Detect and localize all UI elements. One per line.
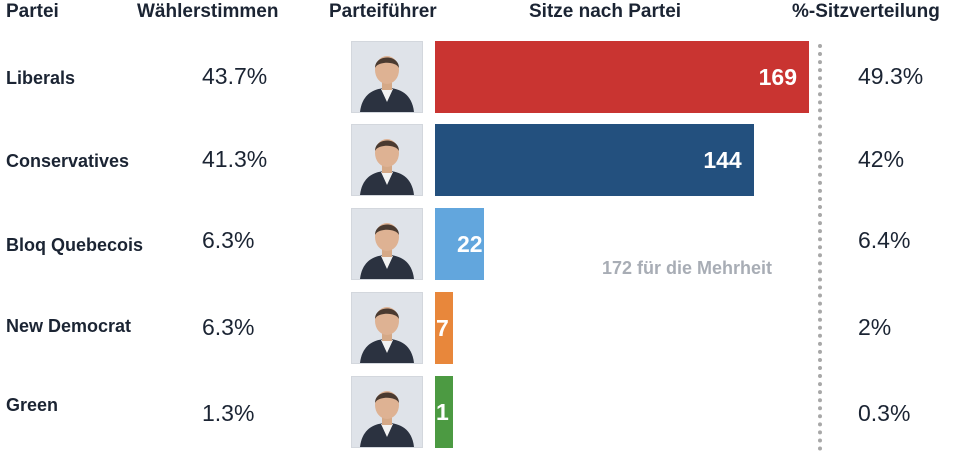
seat-share-value: 6.4% — [858, 227, 911, 253]
party-row: Green 1.3% 1 0.3% — [0, 376, 967, 451]
header-votes: Wählerstimmen — [137, 1, 279, 22]
majority-label: 172 für die Mehrheit — [602, 258, 773, 278]
seat-bar — [435, 376, 453, 448]
leader-photo — [351, 292, 423, 364]
majority-threshold-line — [818, 44, 822, 451]
party-row: Bloq Quebecois 6.3% 22 6.4% — [0, 208, 967, 284]
party-name: New Democrat — [6, 316, 132, 336]
header-seat-share: %-Sitzverteilung — [792, 1, 940, 22]
portrait-icon — [352, 209, 422, 279]
vote-share-value: 1.3% — [202, 400, 255, 426]
party-name: Conservatives — [6, 151, 130, 171]
seat-bar — [435, 41, 809, 113]
seat-count-label: 22 — [457, 231, 483, 257]
vote-share-value: 6.3% — [202, 314, 255, 340]
seat-share-value: 2% — [858, 314, 892, 340]
party-row: Conservatives 41.3% 144 42% — [0, 124, 967, 200]
header-seats: Sitze nach Partei — [529, 1, 682, 22]
seat-share-value: 42% — [858, 146, 905, 172]
party-name: Liberals — [6, 68, 76, 88]
leader-photo — [351, 208, 423, 280]
leader-photo — [351, 41, 423, 113]
party-row: New Democrat 6.3% 7 2% — [0, 292, 967, 368]
seat-count-label: 1 — [436, 399, 449, 425]
party-row: Liberals 43.7% 169 49.3% — [0, 41, 967, 117]
portrait-icon — [352, 293, 422, 363]
seat-count-label: 144 — [703, 147, 742, 173]
vote-share-value: 43.7% — [202, 63, 268, 89]
seat-share-value: 0.3% — [858, 400, 911, 426]
seat-count-label: 169 — [758, 64, 797, 90]
seat-count-label: 7 — [436, 315, 449, 341]
header-party: Partei — [6, 1, 59, 22]
seat-share-value: 49.3% — [858, 63, 924, 89]
vote-share-value: 6.3% — [202, 227, 255, 253]
vote-share-value: 41.3% — [202, 146, 268, 172]
seat-bar — [435, 208, 484, 280]
portrait-icon — [352, 377, 422, 447]
party-name: Green — [6, 395, 59, 415]
portrait-icon — [352, 125, 422, 195]
leader-photo — [351, 124, 423, 196]
party-name: Bloq Quebecois — [6, 235, 144, 255]
seat-bar — [435, 124, 754, 196]
seat-bar — [435, 292, 453, 364]
header-leader: Parteiführer — [329, 1, 437, 22]
portrait-icon — [352, 42, 422, 112]
leader-photo — [351, 376, 423, 448]
